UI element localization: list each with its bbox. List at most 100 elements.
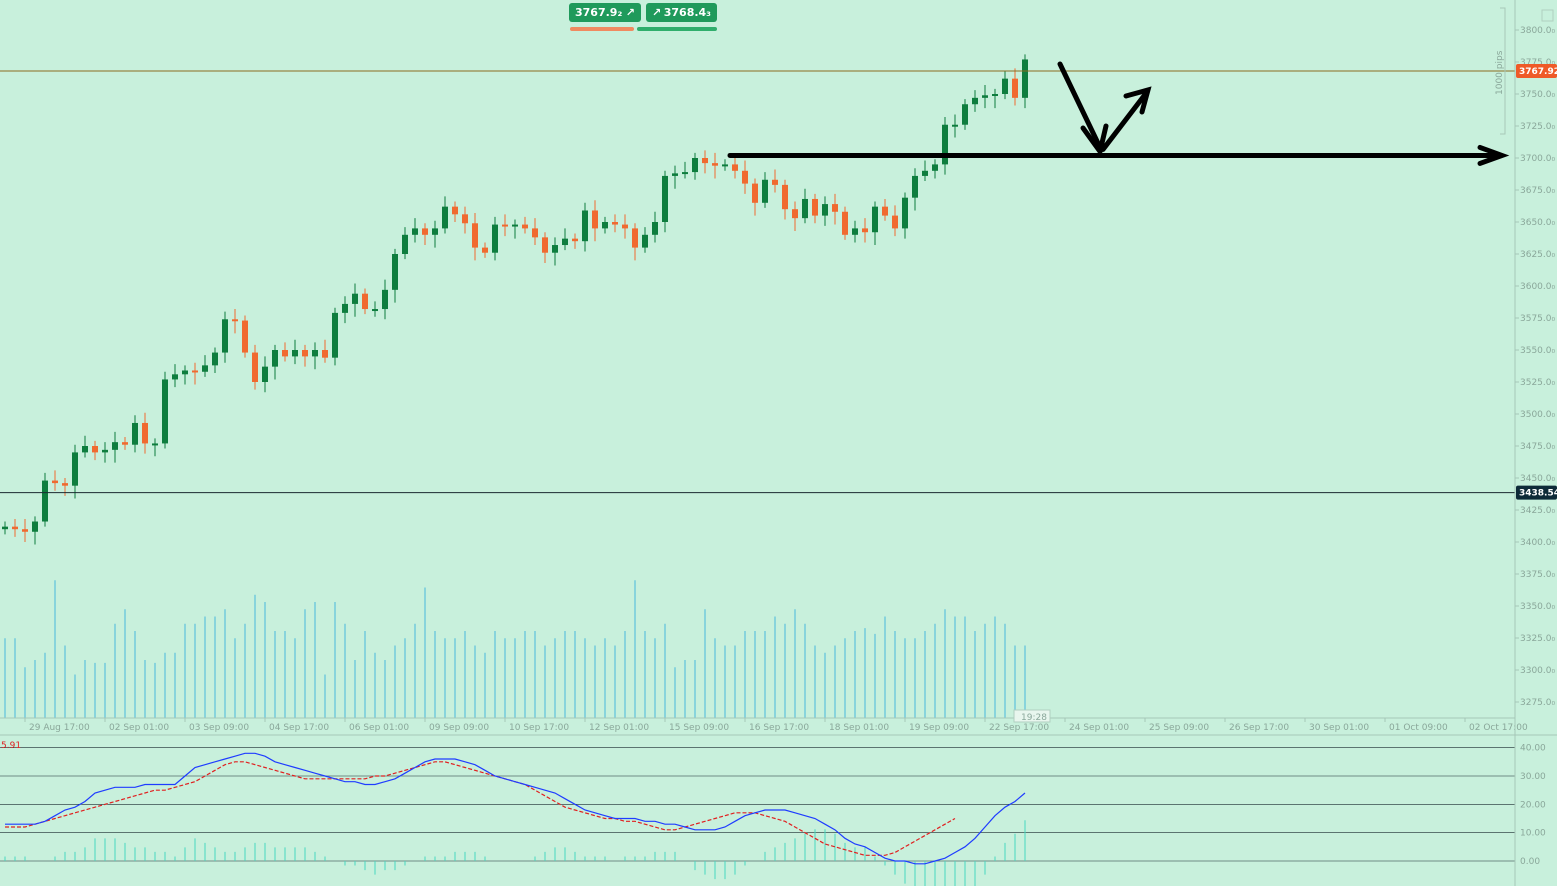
- oscillator-value-label: 5.91: [1, 741, 21, 751]
- candle-body: [272, 350, 278, 367]
- candle-body: [382, 289, 388, 310]
- time-tick-label: 26 Sep 17:00: [1229, 723, 1289, 733]
- chart-overlays: 1000 pips: [1495, 7, 1554, 135]
- candle-body: [572, 238, 578, 242]
- candle-body: [712, 163, 718, 166]
- oscillator-main-line: [5, 752, 1026, 865]
- price-tick-label: 3350.0₀: [1520, 602, 1555, 612]
- candle-body: [392, 254, 398, 290]
- candle-body: [82, 446, 88, 453]
- candle-body: [642, 234, 648, 248]
- price-tick-label: 3775.0₀: [1520, 58, 1555, 68]
- candle-body: [102, 449, 108, 453]
- annotation-right-arrowhead: [1477, 144, 1510, 166]
- candlestick-series: [2, 54, 1028, 545]
- candle-body: [892, 215, 898, 229]
- candle-body: [752, 183, 758, 203]
- volume-histogram: [4, 580, 1026, 718]
- candle-body: [922, 170, 928, 176]
- candle-body: [172, 374, 178, 380]
- annotation-down-stroke: [1057, 61, 1104, 152]
- time-tick-label: 22 Sep 17:00: [989, 723, 1049, 733]
- candle-body: [222, 319, 228, 353]
- candle-body: [882, 206, 888, 216]
- candle-body: [782, 184, 788, 210]
- time-tick-label: 02 Oct 17:00: [1469, 723, 1528, 733]
- candle-body: [92, 446, 98, 453]
- price-tick-label: 3275.0₀: [1520, 698, 1555, 708]
- price-tick-label: 3400.0₀: [1520, 538, 1555, 548]
- oscillator-tick-label: 40.00: [1520, 744, 1546, 754]
- price-tick-label: 3600.0₀: [1520, 282, 1555, 292]
- price-tick-label: 3750.0₀: [1520, 90, 1555, 100]
- candle-body: [132, 422, 138, 445]
- candle-body: [492, 224, 498, 253]
- time-tick-label: 24 Sep 01:00: [1069, 723, 1129, 733]
- candle-body: [742, 170, 748, 184]
- time-axis: 29 Aug 17:00 02 Sep 01:00 03 Sep 09:00 04 S…: [0, 709, 1557, 736]
- bid-quote-button[interactable]: 3767.9₂ ↗: [569, 3, 641, 22]
- candle-body: [1022, 59, 1028, 98]
- oscillator-panel: 40.00 30.00 20.00 10.00 0.00 5.91: [0, 735, 1546, 886]
- price-tick-label: 3500.0₀: [1520, 410, 1555, 420]
- candle-body: [202, 365, 208, 372]
- candle-body: [982, 95, 988, 98]
- oscillator-tick-label: 20.00: [1520, 800, 1546, 810]
- price-tick-label: 3325.0₀: [1520, 634, 1555, 644]
- pips-ruler: [1500, 7, 1506, 135]
- candle-body: [342, 303, 348, 313]
- candle-body: [822, 204, 828, 216]
- ask-spread-bar: [637, 27, 717, 31]
- candle-body: [502, 224, 508, 227]
- candle-body: [732, 164, 738, 171]
- time-tick-label: 16 Sep 17:00: [749, 723, 809, 733]
- candle-body: [2, 526, 8, 530]
- price-tick-label: 3800.0₀: [1520, 26, 1555, 36]
- current-price-tag-bg: [1516, 64, 1557, 79]
- ask-quote-value: 3768.4₃: [663, 6, 711, 19]
- price-tick-label: 3425.0₀: [1520, 506, 1555, 516]
- candle-body: [682, 172, 688, 175]
- candle-body: [262, 366, 268, 382]
- candle-body: [632, 228, 638, 248]
- candle-body: [792, 209, 798, 219]
- candle-body: [442, 206, 448, 229]
- candle-body: [562, 238, 568, 246]
- time-tick-label: 02 Sep 01:00: [109, 723, 169, 733]
- ask-quote-button[interactable]: ↗ 3768.4₃: [646, 3, 717, 22]
- candle-body: [972, 97, 978, 105]
- candle-body: [802, 198, 808, 219]
- candle-body: [252, 352, 258, 382]
- time-tick-label: 19 Sep 09:00: [909, 723, 969, 733]
- oscillator-tick-label: 0.00: [1520, 857, 1540, 867]
- candle-body: [432, 228, 438, 235]
- bid-spread-bar: [570, 27, 634, 31]
- candle-body: [862, 228, 868, 233]
- candle-body: [242, 320, 248, 353]
- price-tick-label: 3450.0₀: [1520, 474, 1555, 484]
- candle-body: [672, 173, 678, 176]
- candle-body: [62, 483, 68, 486]
- candle-body: [842, 211, 848, 235]
- candle-body: [112, 442, 118, 450]
- candle-body: [622, 224, 628, 229]
- candle-body: [122, 442, 128, 445]
- arrow-up-right-icon: ↗: [652, 6, 662, 19]
- time-tick-label: 04 Sep 17:00: [269, 723, 329, 733]
- level-price-tag: 3438.54: [1519, 489, 1557, 499]
- price-axis[interactable]: 3800.0₀ 3775.0₀ 3750.0₀ 3725.0₀ 3700.0₀ 3675.…: [1514, 0, 1557, 735]
- horizontal-price-lines: [0, 70, 1515, 494]
- price-tick-label: 3300.0₀: [1520, 666, 1555, 676]
- time-tick-label: 25 Sep 09:00: [1149, 723, 1209, 733]
- candle-body: [522, 224, 528, 229]
- candle-body: [912, 175, 918, 198]
- time-tick-label: 03 Sep 09:00: [189, 723, 249, 733]
- time-tick-label: 12 Sep 01:00: [589, 723, 649, 733]
- price-tick-label: 3475.0₀: [1520, 442, 1555, 452]
- oscillator-tick-label: 10.00: [1520, 829, 1546, 839]
- candle-body: [322, 350, 328, 358]
- candle-body: [232, 319, 238, 322]
- candle-body: [872, 206, 878, 233]
- time-tick-label: 01 Oct 09:00: [1389, 723, 1448, 733]
